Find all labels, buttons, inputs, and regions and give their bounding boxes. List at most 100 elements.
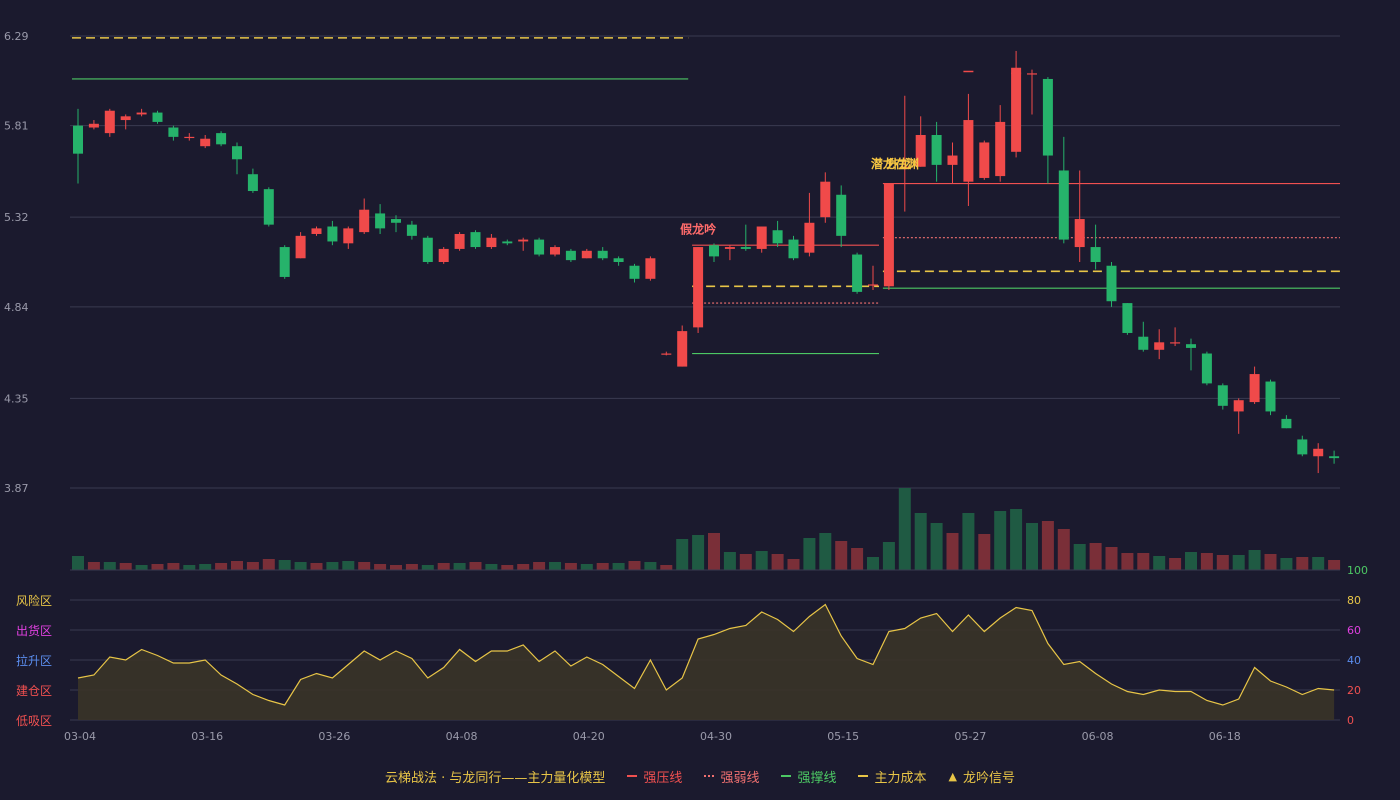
volume-bar [501, 565, 513, 570]
candle-body [979, 142, 989, 177]
volume-bar [597, 563, 609, 570]
volume-bar [565, 563, 577, 570]
volume-bar [1296, 557, 1308, 570]
date-tick-label: 04-20 [573, 730, 605, 743]
candle-body [820, 182, 830, 217]
volume-bar [326, 562, 338, 570]
volume-bar [660, 565, 672, 570]
legend-item-support[interactable]: 强撑线 [781, 767, 836, 786]
level-lines [72, 38, 1340, 354]
volume-bar [438, 563, 450, 570]
candle-body [1027, 73, 1037, 74]
candle-body [455, 234, 465, 249]
legend-title: 云梯战法 · 与龙同行——主力量化模型 [385, 767, 605, 786]
volume-bar [215, 563, 227, 570]
volume-bar [867, 557, 879, 570]
volume-bar [72, 556, 84, 570]
candle-body [725, 247, 735, 249]
volume-bar [708, 533, 720, 570]
candle-body [153, 113, 163, 122]
volume-bar [915, 513, 927, 570]
date-tick-label: 04-30 [700, 730, 732, 743]
candle-body [677, 331, 687, 366]
price-tick-label: 4.84 [4, 301, 29, 314]
osc-area [78, 605, 1334, 721]
volume-bar [851, 548, 863, 570]
date-tick-label: 04-08 [446, 730, 478, 743]
volume-bar [819, 533, 831, 570]
candle-body [105, 111, 115, 133]
volume-bar [136, 565, 148, 570]
candle-body [1154, 342, 1164, 349]
candle-body [280, 247, 290, 277]
volume-bar [1185, 552, 1197, 570]
candle-body [121, 116, 131, 120]
volume-bar [1201, 553, 1213, 570]
volume-bar [883, 542, 895, 570]
zone-label: 低吸区 [16, 714, 52, 728]
candle-body [232, 146, 242, 159]
legend-item-pressure[interactable]: 强压线 [627, 767, 682, 786]
price-tick-label: 5.81 [4, 120, 29, 133]
candle-body [582, 251, 592, 258]
volume-bar [1090, 543, 1102, 570]
candle-body [423, 238, 433, 262]
candle-body [932, 135, 942, 165]
zone-label: 拉升区 [16, 653, 52, 668]
legend-item-cost[interactable]: 主力成本 [858, 767, 926, 786]
candle-body [1059, 170, 1069, 239]
candle-body [343, 228, 353, 243]
candle-body [1186, 344, 1196, 348]
candle-body [1281, 419, 1291, 428]
volume-bar [1280, 558, 1292, 570]
candle-body [1043, 79, 1053, 156]
price-axis: 6.29 5.81 5.32 4.84 4.35 3.87 [4, 30, 29, 495]
volume-bar [342, 561, 354, 570]
volume-bar [581, 564, 593, 570]
legend-item-weak[interactable]: 强弱线 [704, 767, 759, 786]
date-tick-label: 03-04 [64, 730, 96, 743]
osc-tick-label: 100 [1347, 564, 1368, 577]
candle-body [566, 251, 576, 260]
candle-body [73, 126, 83, 154]
volume-bar [311, 563, 323, 570]
volume-bar [1106, 547, 1118, 570]
legend-label-pressure: 强压线 [643, 767, 682, 786]
volume-bar [533, 562, 545, 570]
candle-body [312, 228, 322, 234]
volume-bar [406, 564, 418, 570]
volume-bar [788, 559, 800, 570]
candle-body [948, 156, 958, 165]
legend-label-support: 强撑线 [797, 767, 836, 786]
legend-swatch-weak [704, 775, 714, 777]
chart-legend: 云梯战法 · 与龙同行——主力量化模型 强压线 强弱线 强撑线 主力成本 ▲ 龙… [0, 766, 1400, 786]
candle-body [789, 240, 799, 259]
volume-bar [1312, 557, 1324, 570]
signal-label: 升龙 [887, 156, 911, 171]
candle-body [216, 133, 226, 144]
price-tick-label: 6.29 [4, 30, 29, 43]
legend-title-text: 云梯战法 · 与龙同行——主力量化模型 [385, 767, 605, 786]
date-tick-label: 05-27 [954, 730, 986, 743]
legend-item-signal[interactable]: ▲ 龙吟信号 [948, 767, 1014, 786]
candle-body [773, 230, 783, 243]
osc-tick-label: 20 [1347, 684, 1361, 697]
volume-bar [899, 488, 911, 570]
date-axis: 03-04 03-16 03-26 04-08 04-20 04-30 05-15 05-27… [64, 730, 1241, 743]
grid-lines [70, 36, 1340, 488]
volume-bar [692, 535, 704, 570]
volume-bar [740, 554, 752, 570]
volume-bar [152, 564, 164, 570]
candle-body [1138, 337, 1148, 350]
volume-bar [962, 513, 974, 570]
volume-bar [485, 564, 497, 570]
volume-bar [803, 538, 815, 570]
candle-body [1091, 247, 1101, 262]
candle-body [1329, 456, 1339, 458]
candle-body [804, 223, 814, 253]
signal-label: 假龙吟 [680, 222, 716, 237]
volume-bar [1265, 554, 1277, 570]
volume-bar [1169, 558, 1181, 570]
